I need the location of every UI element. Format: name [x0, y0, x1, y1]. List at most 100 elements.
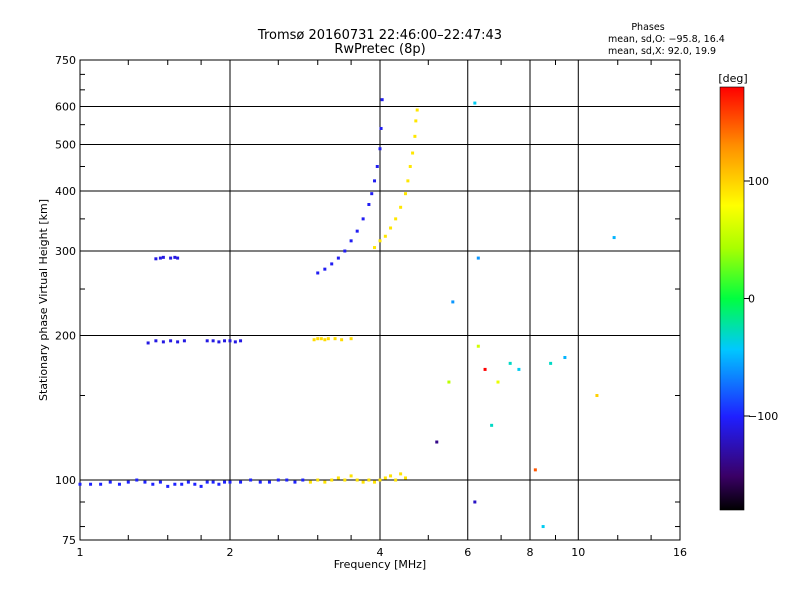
echo-point: [378, 147, 382, 151]
echo-point: [336, 476, 340, 480]
echo-point: [276, 478, 280, 482]
echo-point: [205, 339, 209, 343]
echo-point: [473, 500, 477, 504]
echo-point: [367, 478, 371, 482]
echo-point: [383, 476, 387, 480]
echo-point: [158, 480, 162, 484]
echo-point: [549, 361, 553, 365]
x-tick-label: 16: [673, 546, 687, 559]
colorbar-ticks: 100 0 −100: [744, 175, 778, 423]
echo-point: [233, 340, 237, 344]
echo-point: [343, 478, 347, 482]
echo-point: [176, 256, 180, 260]
echo-point: [411, 151, 415, 155]
chart-subtitle: RwPretec (8p): [334, 42, 425, 57]
echo-point: [533, 468, 537, 472]
axis-ticks: 1 2 4 6 8 10 16 75 100 200 300 400 500 600 750: [55, 54, 687, 559]
echo-point: [205, 480, 209, 484]
echo-point: [89, 482, 93, 486]
x-tick-label: 2: [227, 546, 234, 559]
echo-point: [373, 480, 377, 484]
echo-point: [355, 478, 359, 482]
x-tick-label: 6: [464, 546, 471, 559]
echo-point: [182, 339, 186, 343]
echo-point: [312, 338, 316, 342]
echo-point: [361, 480, 365, 484]
y-tick-label: 300: [55, 245, 76, 258]
echo-point: [370, 192, 374, 196]
colorbar-tick-label: 0: [748, 293, 755, 306]
colorbar-tick-label: −100: [748, 410, 778, 423]
echo-point: [373, 179, 377, 183]
echo-point: [447, 380, 451, 384]
chart-title: Tromsø 20160731 22:46:00–22:47:43: [257, 28, 502, 43]
echo-point: [330, 478, 334, 482]
echo-point: [389, 474, 393, 478]
echo-point: [154, 339, 158, 343]
echo-point: [135, 478, 139, 482]
echo-point: [217, 340, 221, 344]
grid-lines: [80, 60, 680, 540]
colorbar: [719, 86, 745, 511]
echo-point: [367, 202, 371, 206]
phases-title: Phases: [631, 22, 664, 33]
x-tick-label: 10: [571, 546, 585, 559]
echo-point: [383, 234, 387, 238]
echo-point: [451, 300, 455, 304]
echo-point: [483, 367, 487, 371]
data-points: [78, 98, 616, 529]
echo-point: [239, 480, 243, 484]
echo-point: [161, 255, 165, 259]
echo-point: [161, 340, 165, 344]
echo-point: [375, 164, 379, 168]
y-tick-label: 100: [55, 474, 76, 487]
echo-point: [223, 480, 227, 484]
echo-point: [361, 217, 365, 221]
echo-point: [336, 256, 340, 260]
echo-point: [316, 478, 320, 482]
echo-point: [169, 256, 173, 260]
echo-point: [173, 482, 177, 486]
echo-point: [355, 229, 359, 233]
echo-point: [169, 339, 173, 343]
echo-point: [239, 339, 243, 343]
echo-point: [323, 267, 327, 271]
echo-point: [408, 164, 412, 168]
echo-point: [158, 256, 162, 260]
echo-point: [349, 474, 353, 478]
echo-point: [496, 380, 500, 384]
echo-point: [143, 480, 147, 484]
echo-point: [379, 126, 383, 130]
echo-point: [176, 340, 180, 344]
echo-point: [403, 476, 407, 480]
echo-point: [435, 440, 439, 444]
echo-point: [173, 255, 177, 259]
echo-point: [349, 337, 353, 341]
echo-point: [476, 256, 480, 260]
echo-point: [217, 482, 221, 486]
echo-point: [301, 478, 305, 482]
echo-point: [126, 480, 130, 484]
echo-point: [326, 337, 330, 341]
echo-point: [151, 482, 155, 486]
echo-point: [267, 480, 271, 484]
echo-point: [399, 205, 403, 209]
echo-point: [199, 484, 203, 488]
echo-point: [343, 249, 347, 253]
echo-point: [258, 480, 262, 484]
y-tick-label: 200: [55, 330, 76, 343]
colorbar-label: [deg]: [718, 72, 747, 85]
echo-point: [330, 262, 334, 266]
echo-point: [340, 338, 344, 342]
echo-point: [394, 478, 398, 482]
echo-point: [108, 480, 112, 484]
echo-point: [166, 484, 170, 488]
echo-point: [78, 482, 82, 486]
x-tick-label: 4: [377, 546, 384, 559]
echo-point: [378, 478, 382, 482]
echo-point: [595, 394, 599, 398]
y-tick-label: 75: [62, 534, 76, 547]
echo-point: [389, 226, 393, 230]
y-axis-label: Stationary phase Virtual Height [km]: [37, 199, 50, 401]
